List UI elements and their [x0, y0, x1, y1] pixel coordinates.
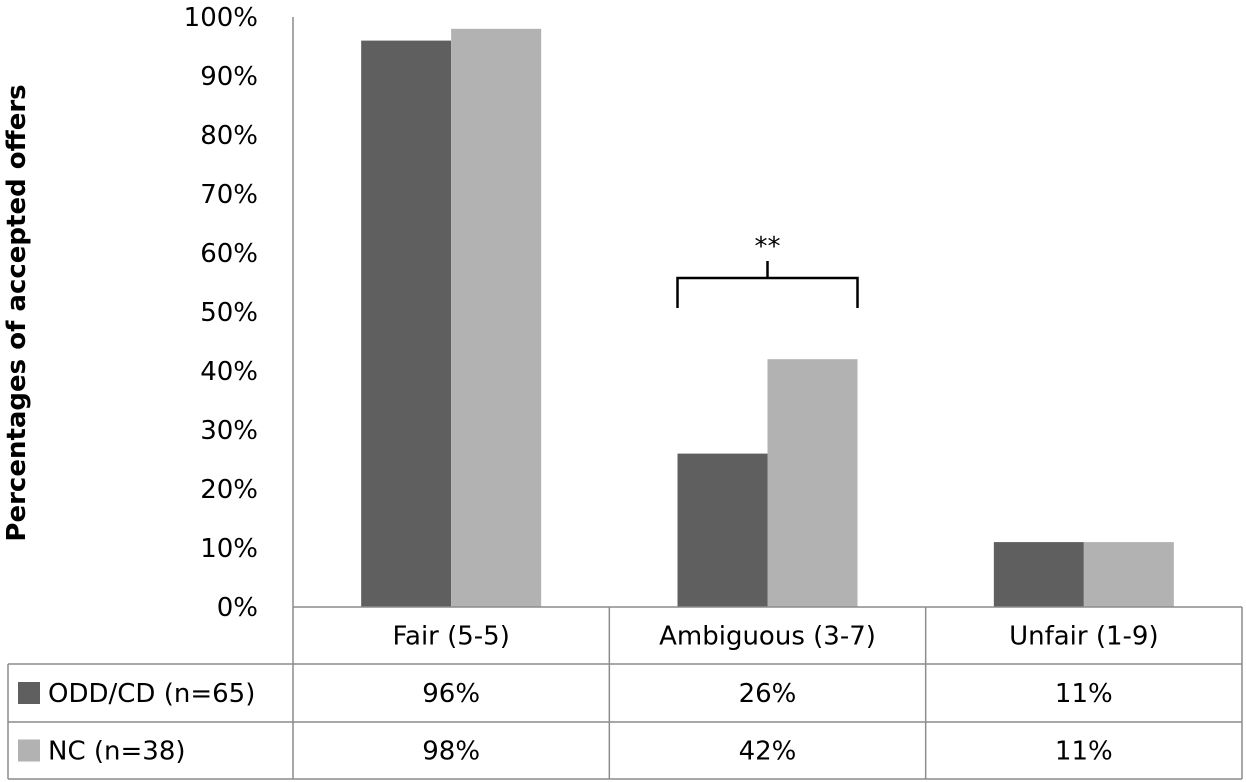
y-tick-label: 90% [200, 62, 258, 92]
y-tick-label: 10% [200, 534, 258, 564]
bar-nc-1 [767, 359, 858, 607]
y-tick-label: 20% [200, 475, 258, 505]
y-tick-label: 80% [200, 121, 258, 151]
significance-annotation: ** [676, 232, 859, 308]
series-name: NC (n=38) [48, 737, 186, 767]
data-table: Fair (5-5) Ambiguous (3-7) Unfair (1-9) ODD… [7, 606, 1243, 780]
bar-odd-cd-1 [677, 453, 768, 607]
y-axis-label: Percentages of accepted offers [2, 84, 32, 541]
bars [361, 28, 1174, 608]
data-label: 26% [739, 679, 797, 709]
significance-stars: ** [755, 232, 781, 262]
y-tick-label: 70% [200, 180, 258, 210]
series-name: ODD/CD (n=65) [48, 679, 255, 709]
y-tick-label: 50% [200, 298, 258, 328]
legend-swatch [18, 682, 40, 704]
category-label: Unfair (1-9) [1009, 622, 1159, 652]
bar-odd-cd-2 [993, 542, 1084, 607]
data-label: 11% [1055, 737, 1113, 767]
y-axis-ticks: 0% 10% 20% 30% 40% 50% 60% 70% 80% 90% 100% [184, 3, 294, 623]
category-label: Fair (5-5) [392, 622, 509, 652]
legend-swatch [18, 739, 40, 762]
data-label: 98% [422, 737, 480, 767]
category-label: Ambiguous (3-7) [659, 622, 876, 652]
y-tick-label: 40% [200, 357, 258, 387]
bar-nc-0 [451, 28, 542, 608]
y-tick-label: 100% [184, 3, 258, 33]
y-tick-label: 60% [200, 239, 258, 269]
significance-bracket [676, 276, 859, 308]
data-label: 42% [739, 737, 797, 767]
data-label: 96% [422, 679, 480, 709]
bar-nc-2 [1083, 542, 1174, 607]
y-tick-label: 30% [200, 416, 258, 446]
bar-odd-cd-0 [361, 40, 452, 608]
y-tick-label: 0% [217, 593, 258, 623]
data-label: 11% [1055, 679, 1113, 709]
